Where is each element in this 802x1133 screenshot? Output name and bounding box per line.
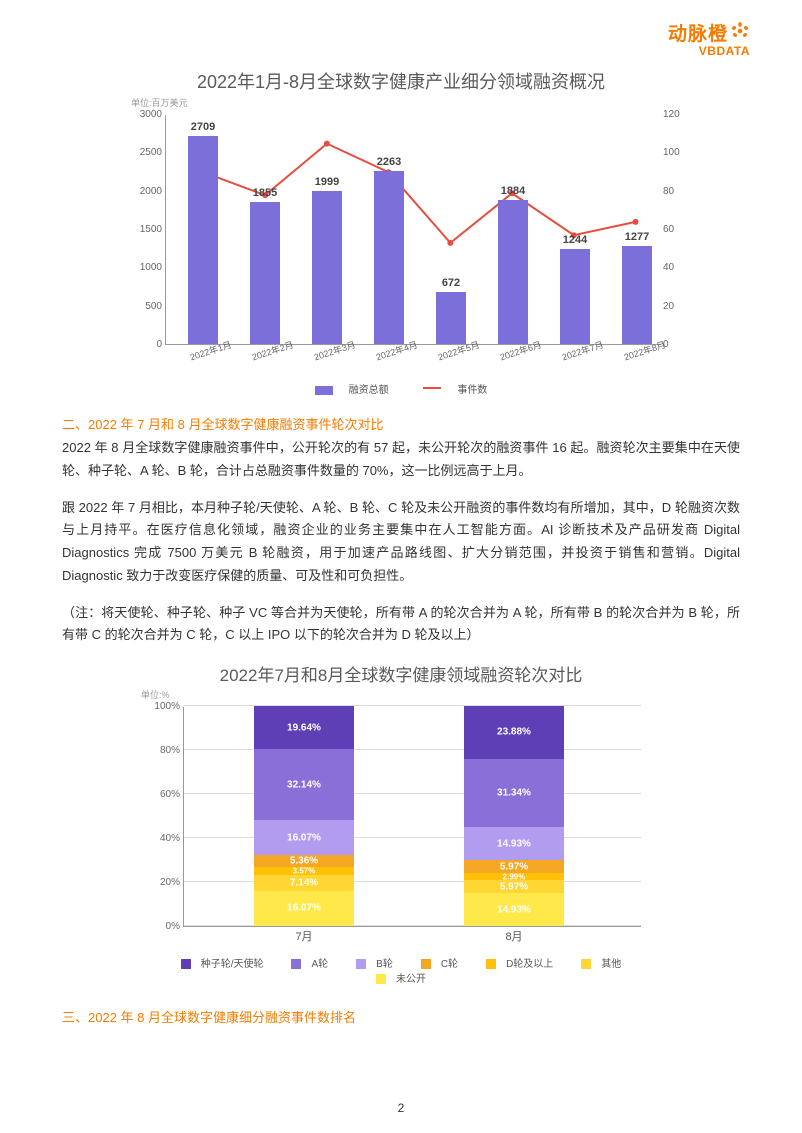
chart2-segment: 3.57%	[254, 867, 354, 875]
legend-bar: 融资总额	[307, 385, 397, 396]
chart1-bar	[436, 292, 466, 344]
section2-heading: 二、2022 年 7 月和 8 月全球数字健康融资事件轮次对比	[62, 414, 740, 433]
section2-p2: 跟 2022 年 7 月相比，本月种子轮/天使轮、A 轮、B 轮、C 轮及未公开…	[62, 497, 740, 588]
chart2-plot: 0%20%40%60%80%100%16.07%7.14%3.57%5.36%1…	[183, 707, 641, 927]
chart1-bar	[622, 246, 652, 344]
chart2-xlabel: 7月	[254, 928, 354, 944]
logo-en: VBDATA	[668, 45, 750, 58]
chart2-title: 2022年7月和8月全球数字健康领域融资轮次对比	[141, 661, 661, 686]
chart1-plot: 0500100015002000250030000204060801001202…	[165, 115, 661, 345]
chart2-xlabel: 8月	[464, 928, 564, 944]
legend-swatch	[581, 959, 591, 969]
chart2-legend-item: 种子轮/天使轮	[174, 959, 271, 970]
chart2-segment: 5.97%	[464, 880, 564, 893]
logo-cn: 动脉橙	[668, 24, 728, 45]
chart2-segment: 32.14%	[254, 749, 354, 820]
chart1-bar	[188, 136, 218, 344]
chart1-bar-label: 1855	[245, 187, 285, 199]
chart1-bar-label: 672	[431, 277, 471, 289]
brand-logo: 动脉橙 VBDATA	[668, 22, 750, 58]
chart1-legend: 融资总额 事件数	[131, 381, 671, 396]
chart1-bar-label: 2709	[183, 121, 223, 133]
chart2-segment: 2.99%	[464, 873, 564, 880]
chart1-bar-label: 1999	[307, 176, 347, 188]
chart2-segment: 23.88%	[464, 706, 564, 759]
chart2-segment: 19.64%	[254, 706, 354, 749]
section2-p3: （注：将天使轮、种子轮、种子 VC 等合并为天使轮，所有带 A 的轮次合并为 A…	[62, 602, 740, 648]
chart2-column: 16.07%7.14%3.57%5.36%16.07%32.14%19.64%7…	[254, 707, 354, 926]
chart2-legend-item: 其他	[574, 959, 628, 970]
legend-swatch	[486, 959, 496, 969]
chart2-segment: 16.07%	[254, 820, 354, 855]
chart1-bar	[374, 171, 404, 344]
chart1-bar	[312, 191, 342, 344]
legend-swatch	[356, 959, 366, 969]
chart2-segment: 7.14%	[254, 875, 354, 891]
chart1-bar	[560, 249, 590, 344]
chart2-segment: 5.97%	[464, 860, 564, 873]
legend-line-swatch	[423, 387, 441, 389]
chart1-bar-label: 2263	[369, 156, 409, 168]
legend-bar-swatch	[315, 386, 333, 395]
chart2-segment: 14.93%	[464, 827, 564, 860]
chart2-column: 14.93%5.97%2.99%5.97%14.93%31.34%23.88%8…	[464, 707, 564, 926]
section2-body: 2022 年 8 月全球数字健康融资事件中，公开轮次的有 57 起，未公开轮次的…	[62, 437, 740, 647]
chart2-legend-item: D轮及以上	[479, 959, 560, 970]
chart1-bar-label: 1884	[493, 185, 533, 197]
section3-heading: 三、2022 年 8 月全球数字健康细分融资事件数排名	[62, 1007, 740, 1026]
chart1-unit: 单位:百万美元	[131, 96, 671, 109]
chart2-container: 2022年7月和8月全球数字健康领域融资轮次对比 单位:% 0%20%40%60…	[141, 661, 661, 985]
chart2-segment: 31.34%	[464, 759, 564, 828]
legend-swatch	[376, 974, 386, 984]
chart1-bar	[250, 202, 280, 344]
chart2-legend-item: 未公开	[369, 974, 433, 985]
chart2-segment: 5.36%	[254, 855, 354, 867]
legend-swatch	[291, 959, 301, 969]
chart2-legend: 种子轮/天使轮 A轮 B轮 C轮 D轮及以上 其他未公开	[141, 955, 661, 985]
chart2-legend-item: B轮	[349, 959, 400, 970]
chart2-unit: 单位:%	[141, 688, 661, 701]
chart1-title: 2022年1月-8月全球数字健康产业细分领域融资概况	[131, 68, 671, 94]
chart2-legend-item: A轮	[284, 959, 335, 970]
chart1-bar	[498, 200, 528, 344]
page-number: 2	[0, 1101, 802, 1115]
chart2-legend-item: C轮	[414, 959, 465, 970]
chart2-segment: 14.93%	[464, 893, 564, 926]
legend-line: 事件数	[415, 385, 495, 396]
chart1-container: 2022年1月-8月全球数字健康产业细分领域融资概况 单位:百万美元 05001…	[131, 68, 671, 396]
legend-swatch	[181, 959, 191, 969]
legend-swatch	[421, 959, 431, 969]
chart1-bar-label: 1244	[555, 234, 595, 246]
section2-p1: 2022 年 8 月全球数字健康融资事件中，公开轮次的有 57 起，未公开轮次的…	[62, 437, 740, 483]
chart1-bar-label: 1277	[617, 231, 657, 243]
chart2-segment: 16.07%	[254, 891, 354, 926]
logo-burst-icon	[730, 22, 750, 44]
